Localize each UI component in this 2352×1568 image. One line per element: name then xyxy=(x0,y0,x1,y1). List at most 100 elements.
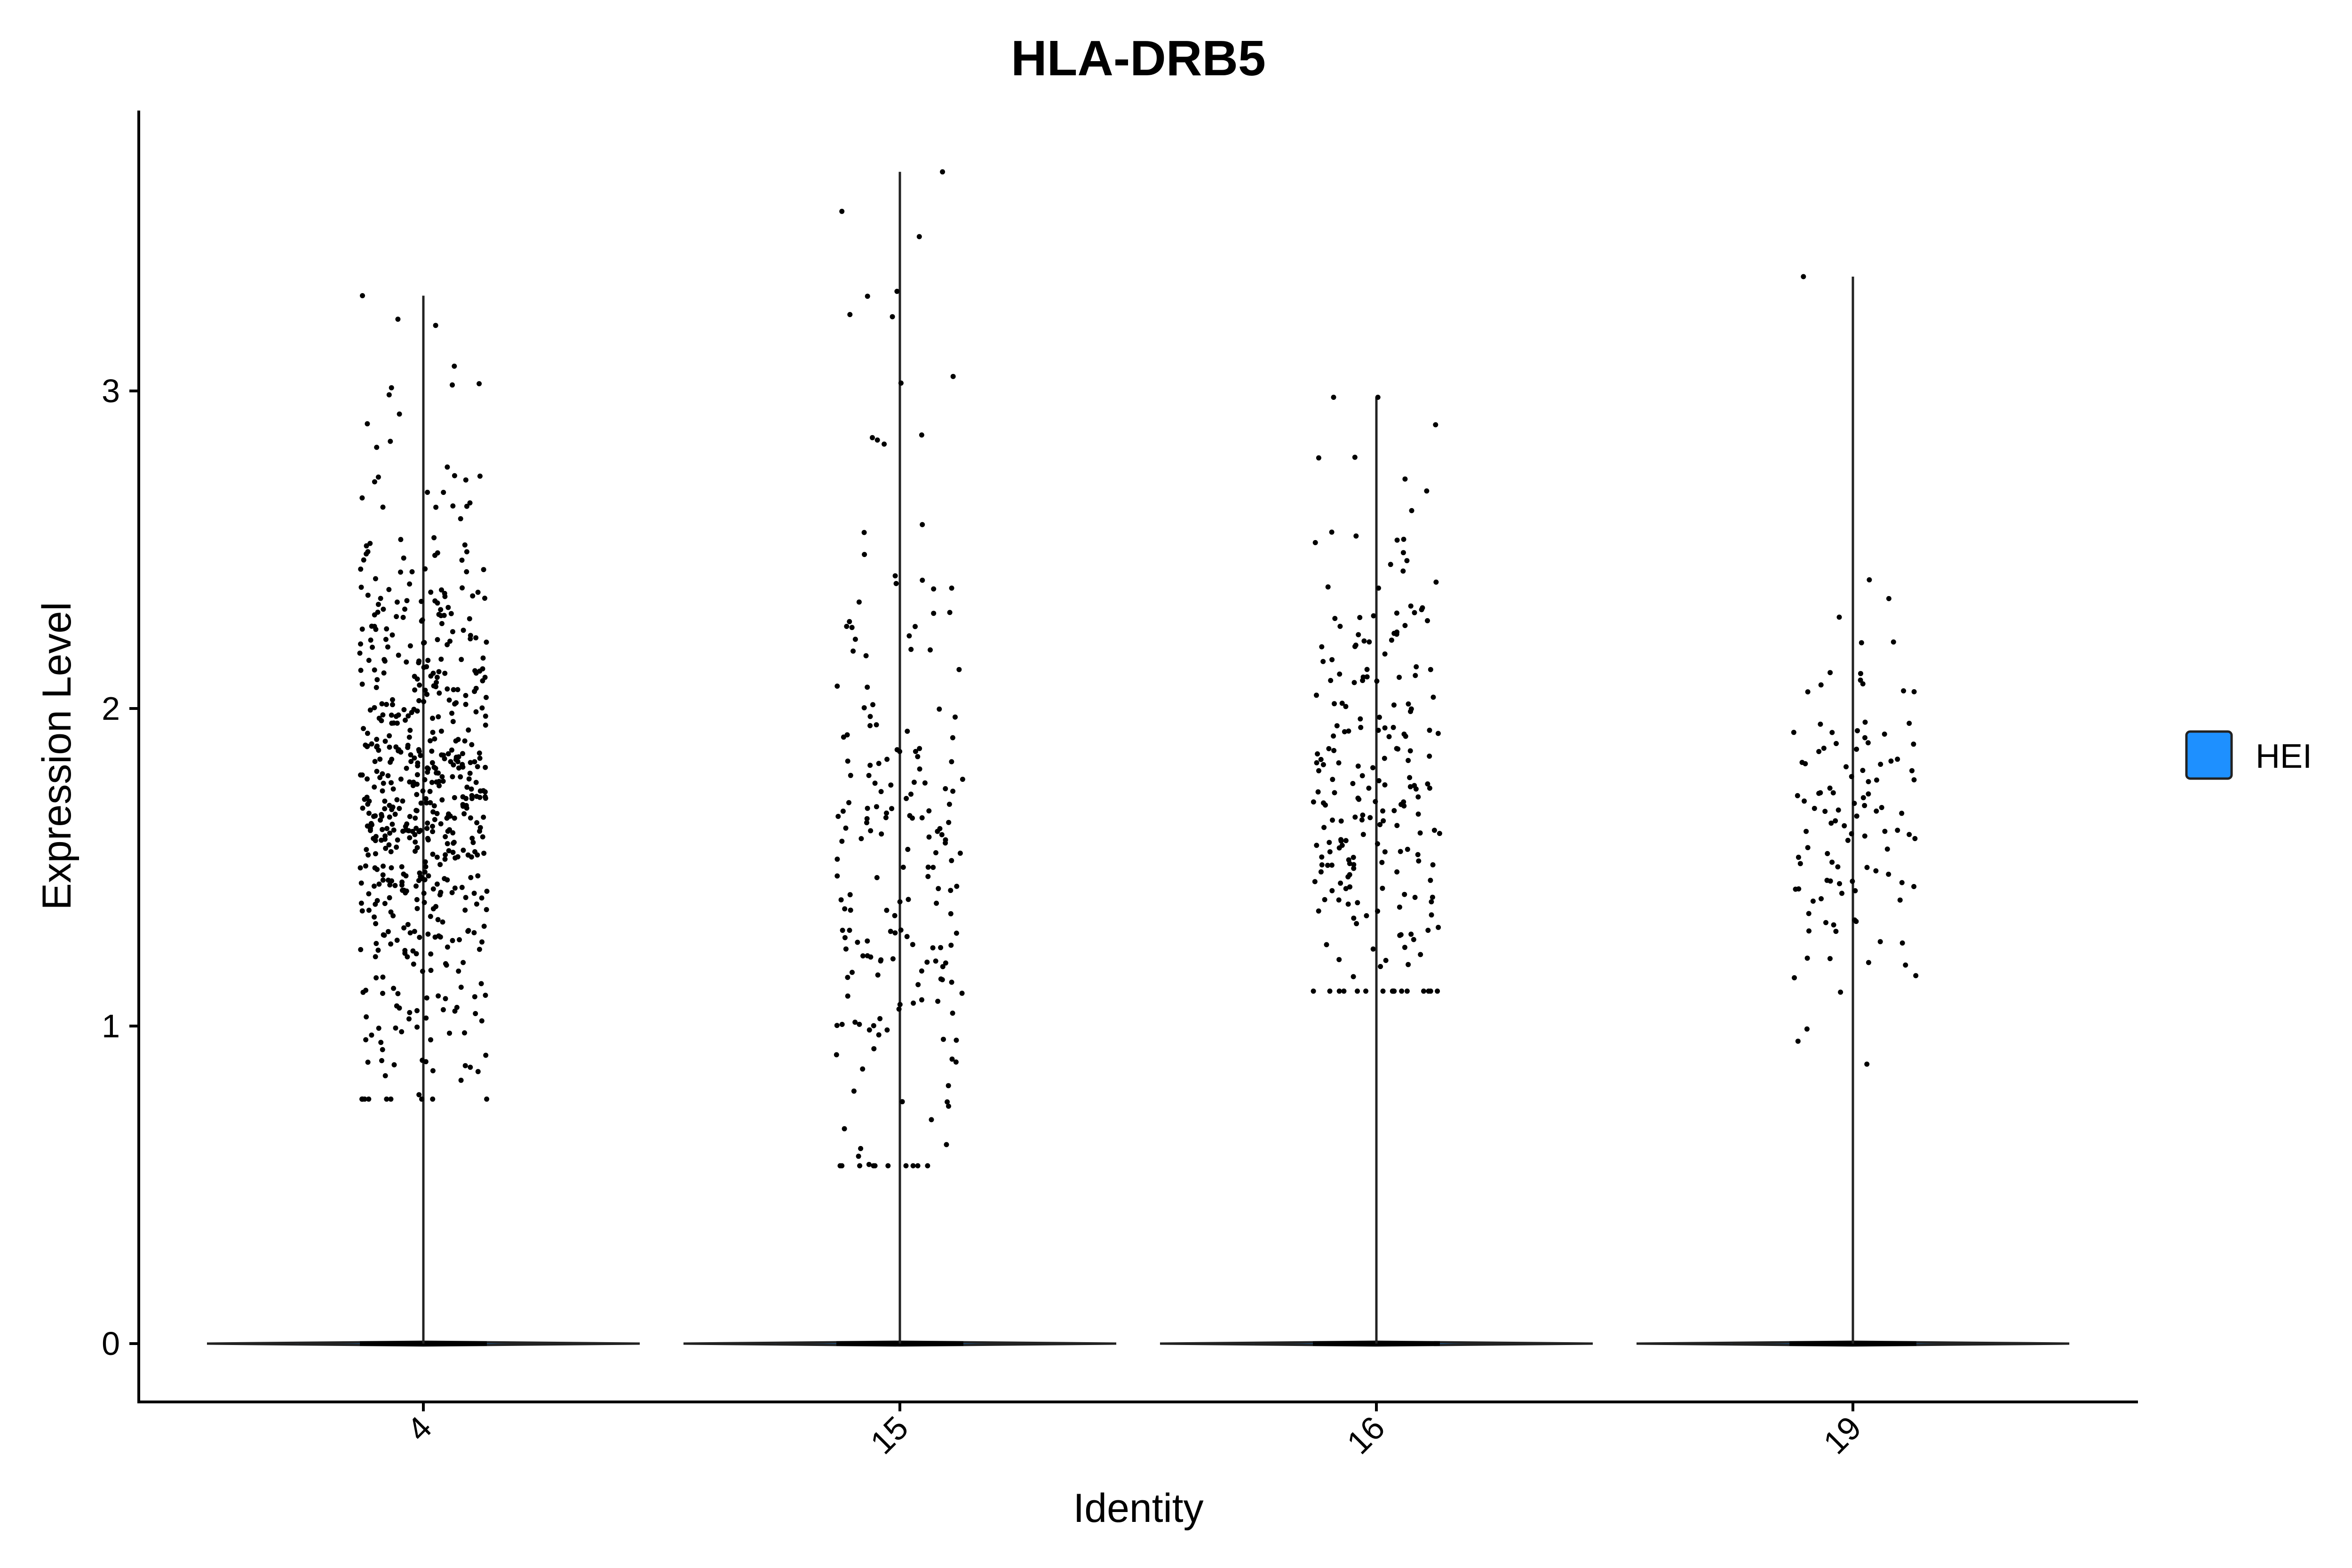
data-point xyxy=(428,738,433,744)
data-point xyxy=(834,1052,839,1058)
data-point xyxy=(369,1032,374,1038)
data-point xyxy=(394,797,400,803)
data-point xyxy=(448,611,454,616)
data-point xyxy=(473,635,479,641)
data-point xyxy=(938,976,944,982)
data-point xyxy=(360,1096,366,1102)
data-point xyxy=(1867,577,1872,582)
data-point xyxy=(383,845,389,851)
data-point xyxy=(1325,584,1331,590)
data-point xyxy=(898,380,904,386)
data-point xyxy=(367,828,373,833)
data-point xyxy=(436,993,441,999)
data-point xyxy=(423,796,429,802)
data-point xyxy=(1414,664,1419,669)
data-point xyxy=(1795,793,1800,798)
data-point xyxy=(435,917,441,923)
data-point xyxy=(365,421,370,427)
data-point xyxy=(388,1096,394,1102)
data-point xyxy=(378,596,383,601)
data-point xyxy=(934,900,939,906)
data-point xyxy=(1380,988,1386,994)
data-point xyxy=(877,1016,883,1021)
data-point xyxy=(905,847,911,852)
data-point xyxy=(483,764,488,770)
data-point xyxy=(1822,809,1828,814)
data-point xyxy=(477,750,482,756)
data-point xyxy=(1428,667,1433,672)
data-point xyxy=(1319,854,1325,860)
data-point xyxy=(1812,805,1817,811)
data-point xyxy=(389,756,395,762)
data-point xyxy=(436,714,441,720)
data-point xyxy=(401,707,407,712)
data-point xyxy=(1326,746,1332,751)
data-point xyxy=(462,542,468,548)
data-point xyxy=(386,842,392,848)
data-point xyxy=(1853,919,1859,924)
data-point xyxy=(417,682,422,688)
data-point xyxy=(838,897,844,903)
violins-layer xyxy=(207,172,2070,1347)
data-point xyxy=(1873,868,1879,874)
data-point xyxy=(1874,777,1879,783)
data-point xyxy=(1316,908,1321,914)
data-point xyxy=(423,864,429,869)
data-point xyxy=(413,826,419,831)
data-point xyxy=(1375,727,1381,733)
data-point xyxy=(1353,533,1359,539)
data-point xyxy=(429,780,435,785)
data-point xyxy=(1331,395,1336,400)
data-point xyxy=(1352,814,1358,820)
data-point xyxy=(865,685,870,690)
data-point xyxy=(1329,657,1335,662)
data-point xyxy=(1315,751,1320,756)
data-point xyxy=(950,374,956,379)
data-point xyxy=(374,677,380,683)
data-point xyxy=(372,759,378,764)
data-point xyxy=(407,930,413,936)
data-point xyxy=(1382,725,1388,731)
data-point xyxy=(387,803,392,808)
data-point xyxy=(834,1023,840,1028)
data-point xyxy=(394,599,400,605)
x-axis-label: Identity xyxy=(1073,1486,1203,1531)
data-point xyxy=(1332,616,1338,621)
data-point xyxy=(382,739,388,744)
y-tick-label: 3 xyxy=(102,373,120,409)
data-point xyxy=(1429,899,1434,905)
data-point xyxy=(372,705,377,710)
data-point xyxy=(405,922,411,927)
data-point xyxy=(904,796,909,801)
data-point xyxy=(1407,748,1413,754)
data-point xyxy=(874,875,880,880)
data-point xyxy=(407,814,413,820)
data-point xyxy=(407,727,413,733)
data-point xyxy=(1791,730,1796,735)
data-point xyxy=(421,665,427,670)
data-point xyxy=(480,834,485,840)
data-point xyxy=(479,939,485,945)
data-point xyxy=(1366,785,1372,791)
data-point xyxy=(380,504,386,510)
data-point xyxy=(1837,881,1842,886)
data-point xyxy=(396,712,401,718)
data-point xyxy=(1373,799,1378,804)
data-point xyxy=(1338,818,1344,824)
data-point xyxy=(477,756,483,761)
data-point xyxy=(389,720,395,726)
data-point xyxy=(389,697,395,702)
data-point xyxy=(843,946,849,952)
data-point xyxy=(954,883,960,889)
data-point xyxy=(390,786,396,792)
data-point xyxy=(427,788,433,794)
data-point xyxy=(389,878,394,883)
data-point xyxy=(1829,860,1835,865)
data-point xyxy=(1829,730,1835,735)
data-point xyxy=(445,751,451,756)
data-point xyxy=(867,714,873,719)
data-point xyxy=(462,738,468,744)
data-point xyxy=(430,852,436,857)
data-point xyxy=(1816,749,1822,754)
data-point xyxy=(475,589,481,595)
